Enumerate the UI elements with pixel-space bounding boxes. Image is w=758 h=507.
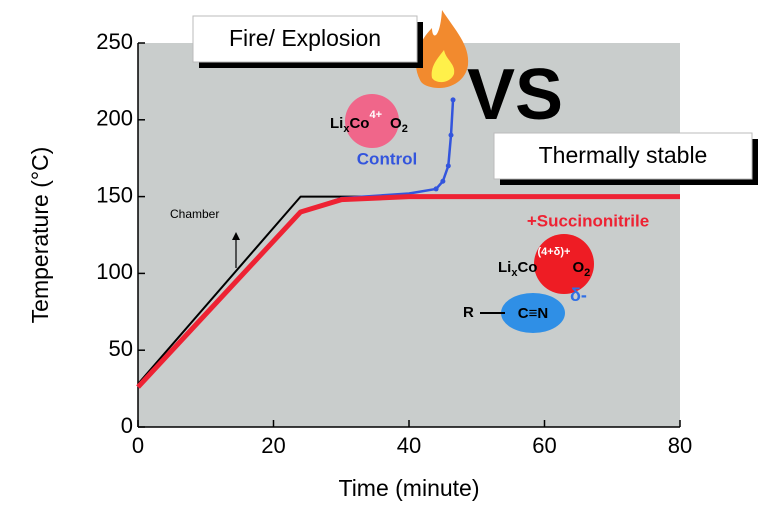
data-point <box>449 133 454 138</box>
annotation: VS <box>467 55 563 135</box>
series-label: Chamber <box>170 207 219 221</box>
x-tick-label: 80 <box>668 433 692 458</box>
chart: 050100150200250020406080 Fire/ Explosion… <box>0 0 758 507</box>
data-point <box>440 179 445 184</box>
annotation: Thermally stable <box>539 142 708 168</box>
x-axis-title: Time (minute) <box>339 475 480 501</box>
series-label: Control <box>357 149 417 168</box>
plot-area <box>138 43 680 427</box>
x-tick-label: 60 <box>532 433 556 458</box>
data-point <box>434 186 439 191</box>
annotation: Fire/ Explosion <box>229 25 381 51</box>
y-axis-title: Temperature (°C) <box>27 147 53 324</box>
y-tick-label: 100 <box>96 259 133 284</box>
y-tick-label: 150 <box>96 182 133 207</box>
y-tick-label: 200 <box>96 106 133 131</box>
series-label: +Succinonitrile <box>527 211 649 230</box>
data-point <box>446 163 451 168</box>
formula: C≡N <box>518 305 548 322</box>
formula: R <box>463 304 474 321</box>
x-tick-label: 40 <box>397 433 421 458</box>
y-tick-label: 250 <box>96 29 133 54</box>
x-tick-label: 0 <box>132 433 144 458</box>
formula: δ- <box>570 285 587 305</box>
y-tick-label: 50 <box>109 336 133 361</box>
data-point <box>451 97 456 102</box>
x-tick-label: 20 <box>261 433 285 458</box>
